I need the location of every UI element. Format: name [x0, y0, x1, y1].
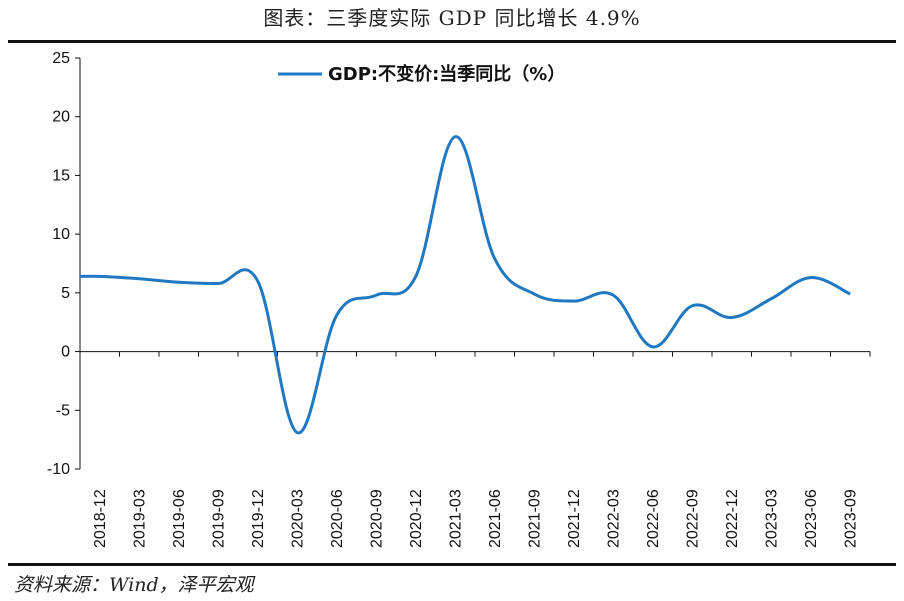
bottom-rule [8, 563, 896, 566]
x-tick-label: 2022-03 [605, 489, 622, 548]
x-tick-label: 2022-12 [724, 489, 741, 548]
x-tick-label: 2019-12 [250, 489, 267, 548]
x-tick-label: 2022-06 [645, 489, 662, 548]
y-tick-label: 10 [52, 226, 70, 243]
x-tick-label: 2020-09 [368, 489, 385, 548]
x-tick-label: 2020-03 [289, 489, 306, 548]
x-tick-label: 2018-12 [92, 489, 109, 548]
y-axis: -10 -5 0 5 10 15 20 25 [47, 50, 81, 478]
legend-label: GDP:不变价:当季同比（%） [328, 63, 565, 85]
y-tick-label: 15 [52, 167, 70, 184]
x-tick-label: 2019-03 [131, 489, 148, 548]
y-tick-label: 5 [61, 285, 70, 302]
x-tick-label: 2021-06 [487, 489, 504, 548]
y-tick-label: 20 [52, 109, 70, 126]
x-tick-label: 2021-03 [447, 489, 464, 548]
series-line-gdp [79, 135, 851, 435]
series-layer [79, 135, 851, 435]
x-tick-label: 2021-09 [526, 489, 543, 548]
x-tick-label: 2021-12 [566, 489, 583, 548]
legend: GDP:不变价:当季同比（%） [278, 63, 565, 85]
x-tick-label: 2019-09 [210, 489, 227, 548]
source-note: 资料来源：Wind，泽平宏观 [14, 574, 254, 596]
y-tick-label: -5 [56, 402, 70, 419]
top-rule [8, 40, 896, 43]
x-tick-label: 2020-06 [329, 489, 346, 548]
x-tick-label: 2022-09 [684, 489, 701, 548]
x-tick-label: 2023-03 [763, 489, 780, 548]
x-tick-label: 2020-12 [408, 489, 425, 548]
chart-title: 图表：三季度实际 GDP 同比增长 4.9% [263, 6, 641, 30]
y-tick-label: 0 [61, 344, 70, 361]
y-tick-label: -10 [47, 461, 70, 478]
y-tick-label: 25 [52, 50, 70, 67]
x-tick-label: 2023-09 [842, 489, 859, 548]
x-axis: 2018-12 2019-03 2019-06 2019-09 2019-12 2020-… [79, 351, 871, 548]
x-tick-label: 2023-06 [803, 489, 820, 548]
x-tick-label: 2019-06 [171, 489, 188, 548]
